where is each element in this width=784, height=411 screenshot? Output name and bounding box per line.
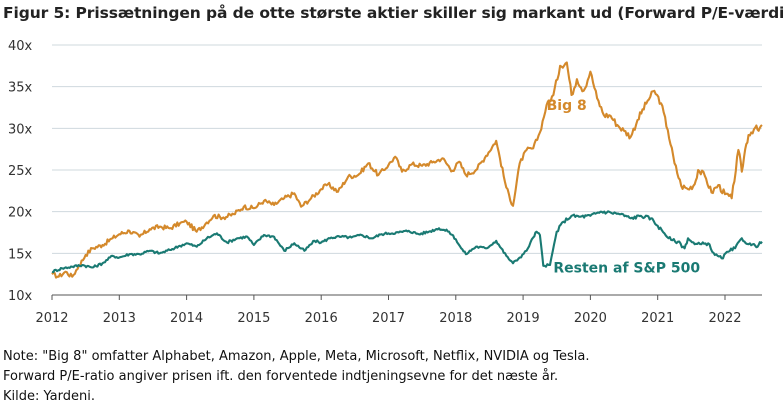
y-tick-label: 20x	[8, 206, 33, 221]
series-lines	[51, 61, 763, 279]
series-line-rest	[51, 210, 763, 274]
series-line-big8	[51, 61, 763, 279]
y-tick-label: 30x	[8, 122, 33, 137]
note-line-1: Note: "Big 8" omfatter Alphabet, Amazon,…	[3, 349, 590, 364]
y-tick-label: 40x	[8, 39, 33, 54]
x-tick-label: 2016	[305, 311, 338, 326]
x-tick-label: 2021	[641, 311, 674, 326]
x-tick-label: 2020	[574, 311, 607, 326]
x-tick-label: 2012	[35, 311, 68, 326]
x-tick-label: 2013	[103, 311, 136, 326]
note-line-2: Forward P/E-ratio angiver prisen ift. de…	[3, 369, 559, 384]
x-tick-label: 2015	[237, 311, 270, 326]
source-line: Kilde: Yardeni.	[3, 389, 95, 404]
x-tick-label: 2014	[170, 311, 203, 326]
x-tick-label: 2019	[507, 311, 540, 326]
gridlines	[52, 44, 762, 254]
y-tick-label: 35x	[8, 81, 33, 96]
series-label-rest: Resten af S&P 500	[553, 261, 700, 277]
x-axis	[51, 294, 762, 300]
x-tick-label: 2017	[372, 311, 405, 326]
y-tick-label: 10x	[8, 289, 33, 304]
y-tick-label: 25x	[8, 164, 33, 179]
chart-title: Figur 5: Prissætningen på de otte størst…	[3, 4, 784, 22]
x-tick-label: 2022	[708, 311, 741, 326]
y-tick-label: 15x	[8, 247, 33, 262]
notes: Note: "Big 8" omfatter Alphabet, Amazon,…	[3, 347, 589, 407]
x-tick-label: 2018	[439, 311, 472, 326]
x-axis-tick-labels: 2012 2013 2014 2015 2016 2017 2018 2019 2020 2021…	[35, 311, 741, 326]
series-label-big8: Big 8	[547, 98, 587, 114]
series-labels: Big 8 Resten af S&P 500	[547, 98, 701, 277]
y-axis-tick-labels: 10x 15x 20x 25x 30x 35x 40x	[8, 39, 33, 304]
